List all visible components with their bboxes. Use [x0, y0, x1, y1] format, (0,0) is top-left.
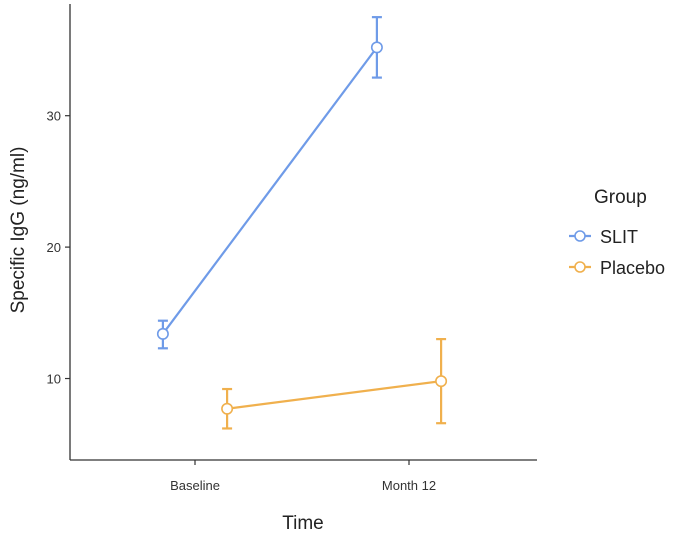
legend-key-point — [574, 261, 586, 273]
data-point — [221, 402, 234, 415]
y-tick-label: 20 — [47, 240, 61, 255]
series-placebo — [221, 338, 448, 430]
legend-item-placebo: Placebo — [569, 258, 665, 278]
y-ticks: 10 20 30 — [47, 109, 70, 387]
y-tick-label: 10 — [47, 372, 61, 387]
x-ticks: Baseline Month 12 — [170, 460, 436, 493]
series-layer — [156, 16, 448, 430]
legend-label: Placebo — [600, 258, 665, 278]
legend-key-point — [574, 230, 586, 242]
legend-title: Group — [594, 187, 647, 208]
y-tick-label: 30 — [47, 109, 61, 124]
x-tick-label: Baseline — [170, 478, 220, 493]
data-point — [435, 375, 448, 388]
series-line — [226, 380, 442, 410]
y-axis-title: Specific IgG (ng/ml) — [8, 147, 29, 314]
data-point — [370, 41, 383, 54]
legend-items: SLIT Placebo — [569, 227, 665, 278]
data-point — [156, 327, 169, 340]
legend: Group SLIT Placebo — [569, 187, 665, 278]
series-line — [162, 46, 378, 335]
series-slit — [156, 16, 383, 350]
x-axis-title: Time — [282, 513, 324, 534]
legend-item-slit: SLIT — [569, 227, 638, 247]
axes: 10 20 30 Baseline Month 12 — [47, 4, 537, 493]
x-tick-label: Month 12 — [382, 478, 436, 493]
legend-label: SLIT — [600, 227, 638, 247]
